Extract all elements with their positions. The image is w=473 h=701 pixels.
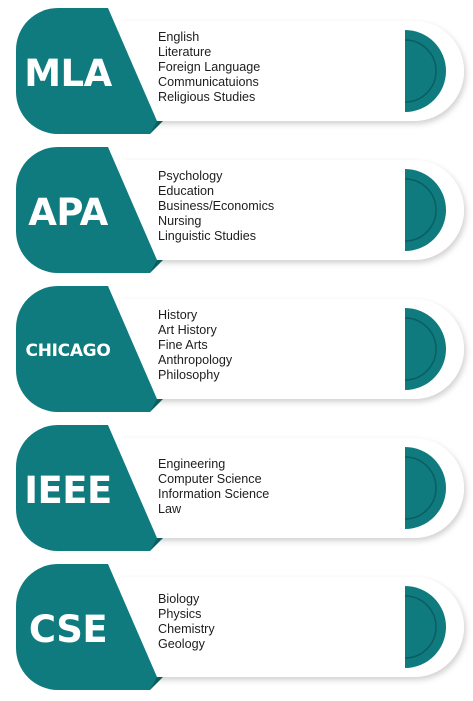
subject-list: History Art History Fine Arts Anthropolo… <box>158 308 232 383</box>
subject-list: English Literature Foreign Language Comm… <box>158 30 260 105</box>
card-shape <box>16 147 464 273</box>
subject-item: Geology <box>158 637 205 651</box>
citation-card-ieee: IEEE Engineering Computer Science Inform… <box>0 425 473 555</box>
subject-item: History <box>158 308 198 322</box>
subject-item: Nursing <box>158 214 202 228</box>
subject-list: Psychology Education Business/Economics … <box>158 169 274 244</box>
subject-item: Physics <box>158 607 202 621</box>
subject-item: Biology <box>158 592 200 606</box>
card-shape <box>16 425 464 551</box>
subject-item: Chemistry <box>158 622 215 636</box>
subject-item: Education <box>158 184 215 198</box>
citation-style-label: APA <box>28 190 108 234</box>
subject-list: Biology Physics Chemistry Geology <box>158 592 215 652</box>
subject-item: Information Science <box>158 487 270 501</box>
subject-item: Psychology <box>158 169 223 183</box>
citation-card-apa: APA Psychology Education Business/Econom… <box>0 147 473 277</box>
citation-card-mla: MLA English Literature Foreign Language … <box>0 8 473 138</box>
citation-card-chicago: CHICAGO History Art History Fine Arts An… <box>0 286 473 416</box>
subject-item: Religious Studies <box>158 90 256 104</box>
subject-item: Philosophy <box>158 368 220 382</box>
subject-item: Law <box>158 502 182 516</box>
subject-item: Computer Science <box>158 472 262 486</box>
card-shape <box>16 564 464 690</box>
subject-item: Anthropology <box>158 353 233 367</box>
subject-item: Fine Arts <box>158 338 208 352</box>
citation-style-label: CHICAGO <box>25 341 111 361</box>
subject-item: English <box>158 30 200 44</box>
subject-item: Business/Economics <box>158 199 275 213</box>
citation-style-label: CSE <box>28 607 108 651</box>
card-shape <box>16 286 464 412</box>
subject-list: Engineering Computer Science Information… <box>158 457 269 517</box>
citation-card-cse: CSE Biology Physics Chemistry Geology <box>0 564 473 694</box>
subject-item: Literature <box>158 45 212 59</box>
subject-item: Art History <box>158 323 217 337</box>
subject-item: Linguistic Studies <box>158 229 257 243</box>
subject-item: Communicatuions <box>158 75 259 89</box>
card-shape <box>16 8 464 134</box>
citation-style-label: MLA <box>24 51 112 95</box>
subject-item: Engineering <box>158 457 226 471</box>
subject-item: Foreign Language <box>158 60 261 74</box>
citation-style-label: IEEE <box>24 468 112 512</box>
